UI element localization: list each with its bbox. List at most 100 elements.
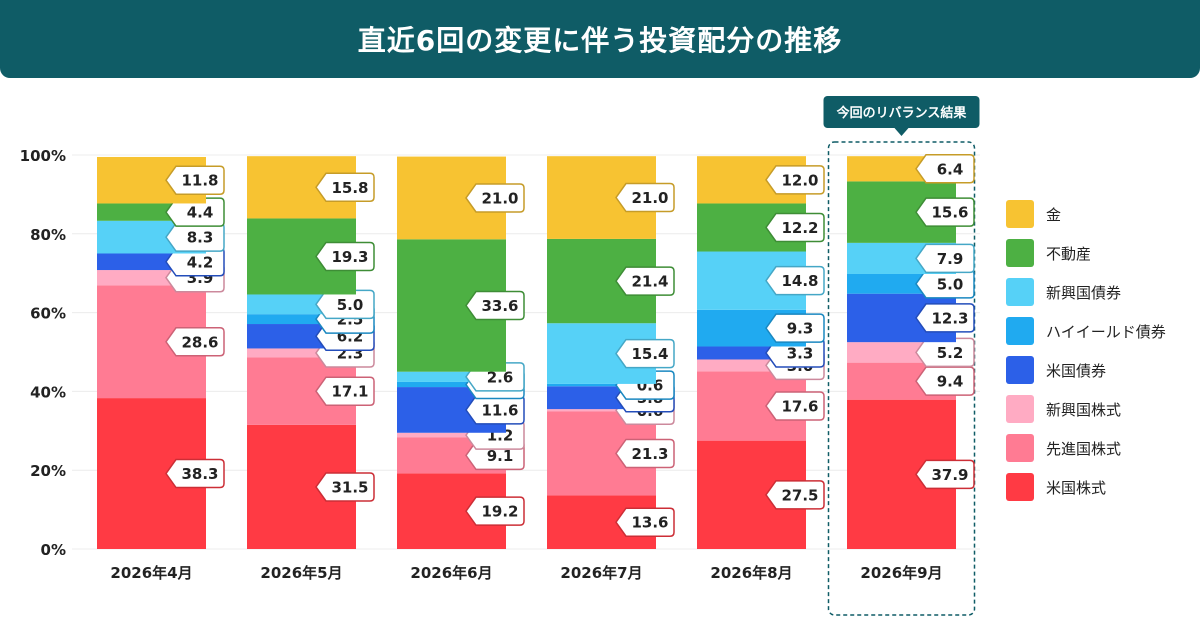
data-label: 31.5 xyxy=(331,478,368,496)
y-tick-label: 100% xyxy=(20,147,66,165)
data-label: 15.4 xyxy=(631,345,668,363)
data-label: 3.3 xyxy=(787,344,814,362)
bar-segment xyxy=(397,432,506,438)
data-label: 15.6 xyxy=(931,204,968,222)
data-label: 5.0 xyxy=(337,296,364,314)
bar-segment xyxy=(247,314,356,325)
data-label-tag xyxy=(315,472,375,502)
legend-label: 不動産 xyxy=(1046,245,1091,263)
data-label: 5.2 xyxy=(937,344,964,362)
data-label: 8.3 xyxy=(187,229,214,247)
legend-swatch xyxy=(1006,434,1034,462)
data-label: 11.6 xyxy=(481,401,518,419)
legend-label: 金 xyxy=(1046,206,1061,224)
highlight-callout xyxy=(823,96,980,128)
data-label-tag xyxy=(765,480,825,510)
x-tick-label: 2026年9月 xyxy=(860,564,942,582)
chart-title: 直近6回の変更に伴う投資配分の推移 xyxy=(357,24,843,57)
bar-segment xyxy=(247,348,356,358)
data-label: 21.0 xyxy=(481,189,518,207)
data-label-tag xyxy=(315,289,375,320)
data-label: 7.9 xyxy=(937,250,964,268)
data-label-tag xyxy=(915,459,975,490)
y-tick-label: 40% xyxy=(30,383,66,401)
x-tick-label: 2026年7月 xyxy=(560,564,642,582)
data-label: 37.9 xyxy=(931,466,968,484)
data-label-tag xyxy=(165,197,225,227)
legend-swatch xyxy=(1006,473,1034,501)
data-label: 19.2 xyxy=(481,503,518,521)
data-label-tag xyxy=(915,337,975,368)
y-tick-label: 20% xyxy=(30,462,66,480)
legend-swatch xyxy=(1006,200,1034,228)
bar-segment xyxy=(397,371,506,382)
title-bar: 直近6回の変更に伴う投資配分の推移 xyxy=(0,0,1200,78)
data-label: 33.6 xyxy=(481,297,518,315)
data-label-tag xyxy=(615,507,675,537)
legend-swatch xyxy=(1006,317,1034,345)
data-label: 12.0 xyxy=(781,171,818,189)
data-label: 21.0 xyxy=(631,189,668,207)
data-label: 12.2 xyxy=(781,219,818,237)
bar-segment xyxy=(547,383,656,387)
data-label-tag xyxy=(765,313,825,343)
data-label-tag xyxy=(765,165,825,195)
data-label: 21.4 xyxy=(631,273,668,291)
legend-label: 先進国株式 xyxy=(1046,440,1121,458)
legend-label: ハイイールド債券 xyxy=(1046,323,1166,341)
data-label-tag xyxy=(165,327,225,357)
data-label-tag xyxy=(615,338,675,369)
legend-label: 米国株式 xyxy=(1046,479,1106,497)
data-label: 15.8 xyxy=(331,179,368,197)
legend-swatch xyxy=(1006,356,1034,384)
data-label-tag xyxy=(765,265,825,296)
data-label: 4.2 xyxy=(187,253,214,271)
data-label: 13.6 xyxy=(631,514,668,532)
data-label: 4.4 xyxy=(187,204,214,222)
legend-swatch xyxy=(1006,239,1034,267)
data-label: 9.3 xyxy=(787,320,814,338)
legend-label: 米国債券 xyxy=(1046,362,1106,380)
bar-segment xyxy=(547,409,656,412)
data-label-tag xyxy=(765,391,825,421)
data-label: 27.5 xyxy=(781,486,818,504)
data-label-tag xyxy=(165,458,225,489)
data-label: 14.8 xyxy=(781,272,818,290)
data-label-tag xyxy=(615,182,675,213)
data-label-tag xyxy=(465,183,525,213)
data-label-tag xyxy=(915,197,975,227)
legend-swatch xyxy=(1006,278,1034,306)
x-tick-label: 2026年4月 xyxy=(110,564,192,582)
bar-segment xyxy=(697,359,806,372)
data-label: 19.3 xyxy=(331,248,368,266)
data-label: 17.6 xyxy=(781,397,818,415)
data-label: 28.6 xyxy=(181,333,218,351)
y-tick-label: 0% xyxy=(41,541,66,559)
data-label: 9.1 xyxy=(487,447,514,465)
data-label-tag xyxy=(915,303,975,333)
legend-label: 新興国株式 xyxy=(1046,401,1121,419)
y-tick-label: 60% xyxy=(30,305,66,323)
data-label: 21.3 xyxy=(631,445,668,463)
data-label-tag xyxy=(615,266,675,296)
data-label: 17.1 xyxy=(331,383,368,401)
highlight-label: 今回のリバランス結果 xyxy=(836,105,967,121)
data-label-tag xyxy=(165,165,225,195)
legend-swatch xyxy=(1006,395,1034,423)
data-label-tag xyxy=(465,496,525,526)
legend-label: 新興国債券 xyxy=(1046,284,1121,302)
data-label-tag xyxy=(915,366,975,396)
data-label: 11.8 xyxy=(181,172,218,190)
highlight-callout-pointer xyxy=(894,128,909,136)
data-label: 9.4 xyxy=(937,373,964,391)
x-tick-label: 2026年6月 xyxy=(410,564,492,582)
y-tick-label: 80% xyxy=(30,226,66,244)
data-label-tag xyxy=(915,243,975,274)
data-label: 38.3 xyxy=(181,465,218,483)
data-label-tag xyxy=(615,438,675,469)
data-label-tag xyxy=(315,241,375,272)
data-label: 6.4 xyxy=(937,160,964,178)
x-tick-label: 2026年5月 xyxy=(260,564,342,582)
data-label-tag xyxy=(765,212,825,243)
